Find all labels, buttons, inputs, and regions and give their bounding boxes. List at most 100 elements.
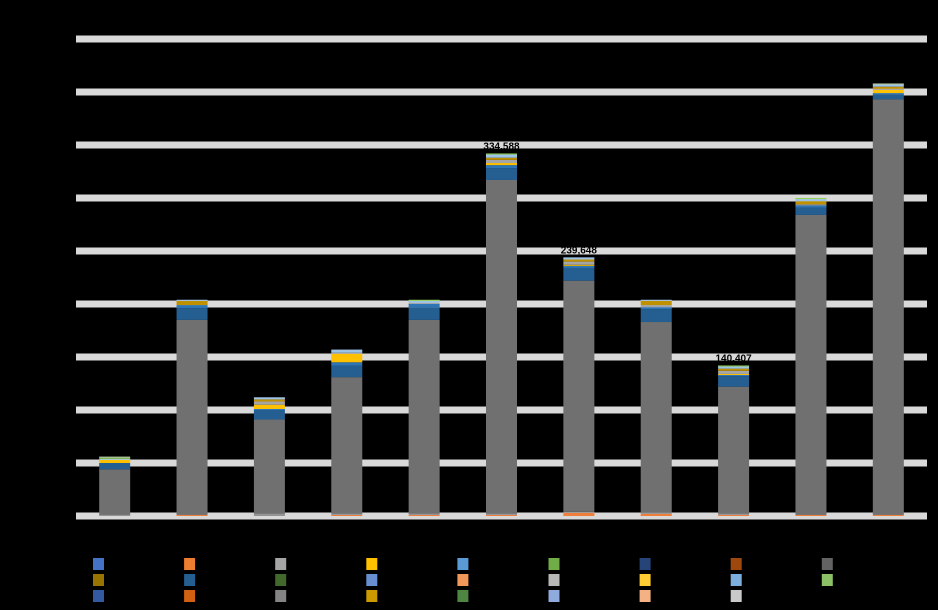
- bar-stack-6: [486, 153, 517, 516]
- bar-segment: [640, 305, 672, 308]
- legend-swatch: [184, 558, 196, 570]
- legend-swatch: [457, 590, 469, 602]
- legend-swatch: [366, 590, 378, 602]
- data-label: 140,407: [716, 353, 753, 364]
- bar-segment: [408, 300, 440, 303]
- legend-swatch: [275, 558, 287, 570]
- legend-swatch: [639, 574, 651, 586]
- bar-segment: [486, 159, 517, 164]
- bar-segment: [176, 514, 208, 516]
- bar-segment: [408, 302, 440, 304]
- bar-segment: [99, 458, 131, 460]
- bar-segment: [253, 513, 285, 516]
- bar-segment: [99, 456, 131, 458]
- bar-segment: [408, 513, 440, 515]
- bar-segment: [563, 264, 595, 266]
- bar-segment: [872, 89, 904, 94]
- bar-segment: [872, 94, 904, 100]
- bar-segment: [331, 349, 363, 353]
- bar-segment: [486, 168, 517, 180]
- bar-segment: [331, 514, 363, 516]
- bar-segment: [408, 307, 440, 320]
- bar-segment: [795, 205, 827, 208]
- bar-segment: [253, 397, 285, 400]
- legend-swatch: [93, 574, 104, 586]
- bar-stack-7: [563, 257, 595, 516]
- bar-segment: [640, 322, 672, 513]
- legend-swatch: [821, 574, 833, 586]
- bar-segment: [640, 512, 672, 514]
- bar-segment: [718, 373, 750, 376]
- bar-segment: [718, 386, 750, 514]
- bar-stack-10: [795, 198, 827, 516]
- legend-swatch: [366, 574, 378, 586]
- data-label: 239,648: [561, 245, 598, 256]
- bar-segment: [795, 201, 827, 205]
- bar-segment: [872, 86, 904, 89]
- bar-segment: [408, 514, 440, 516]
- bar-segment: [486, 153, 517, 155]
- legend-swatch: [548, 574, 560, 586]
- bar-segment: [486, 514, 517, 516]
- bar-stack-3: [253, 397, 285, 516]
- data-labels: 334,588 239,648 140,407: [483, 141, 752, 364]
- bar-segment: [563, 257, 595, 260]
- legend-swatch: [184, 590, 196, 602]
- bar-segment: [563, 267, 595, 281]
- bar-segment: [563, 261, 595, 265]
- bar-segment: [176, 299, 208, 301]
- legend-swatch: [730, 558, 742, 570]
- legend-swatch: [730, 574, 742, 586]
- bar-segment: [176, 319, 208, 515]
- bar-stack-1: [99, 456, 131, 516]
- bar-segment: [795, 204, 827, 206]
- bar-segment: [486, 165, 517, 169]
- bar-segment: [718, 368, 750, 371]
- bar-segment: [563, 512, 595, 516]
- bar-segment: [640, 299, 672, 301]
- bar-segment: [718, 376, 750, 387]
- bar-stack-4: [331, 349, 363, 516]
- bar-segment: [872, 84, 904, 87]
- bar-segment: [408, 304, 440, 308]
- bar-stack-11: [872, 83, 904, 516]
- bar-segment: [253, 410, 285, 420]
- legend-swatch: [184, 574, 196, 586]
- bar-segment: [486, 179, 517, 514]
- bar-segment: [718, 375, 750, 377]
- legend-swatch: [366, 558, 378, 570]
- legend-swatch: [93, 590, 104, 602]
- bar-segment: [795, 514, 827, 516]
- bar-segment: [795, 214, 827, 515]
- bar-segment: [331, 513, 363, 515]
- bar-segment: [408, 299, 440, 301]
- legend-swatch: [639, 558, 651, 570]
- legend-swatch: [730, 590, 742, 602]
- bar-segment: [253, 404, 285, 409]
- legend-swatch: [457, 558, 469, 570]
- bar-segment: [640, 307, 672, 310]
- bar-segment: [872, 514, 904, 516]
- bar-segment: [872, 83, 904, 85]
- bar-segment: [408, 319, 440, 514]
- bar-segment: [331, 362, 363, 366]
- bar-segment: [486, 157, 517, 160]
- bar-stack-5: [408, 299, 440, 516]
- bar-segment: [331, 377, 363, 514]
- data-label: 334,588: [483, 141, 520, 152]
- legend-swatch: [639, 590, 651, 602]
- bar-segment: [563, 259, 595, 262]
- bar-segment: [253, 399, 285, 402]
- bar-segment: [872, 88, 904, 90]
- bar-segment: [176, 308, 208, 320]
- bar-segment: [331, 365, 363, 378]
- legend-swatch: [821, 558, 833, 570]
- bar-segment: [872, 93, 904, 95]
- bar-segment: [795, 198, 827, 200]
- bar-segment: [563, 280, 595, 512]
- bar-segment: [486, 154, 517, 158]
- bar-segment: [640, 309, 672, 323]
- bar-stack-9: [718, 365, 750, 516]
- bar-segment: [99, 469, 131, 515]
- bar-segment: [718, 366, 750, 369]
